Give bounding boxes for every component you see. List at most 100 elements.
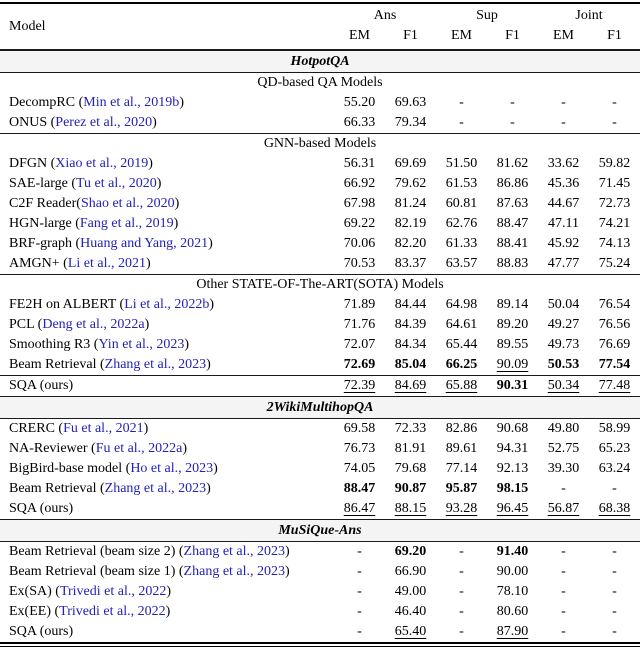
metric-value: 90.00: [496, 564, 529, 579]
column-header-ans-em: EM: [349, 28, 370, 43]
citation-link[interactable]: Huang and Yang, 2021: [80, 236, 209, 251]
metric-value: 62.76: [445, 216, 478, 231]
metric-value: 63.24: [598, 461, 631, 476]
metric-value: 82.20: [394, 236, 427, 251]
citation-link[interactable]: Fu et al., 2021: [63, 421, 144, 436]
metric-value: 39.30: [547, 461, 580, 476]
table-row: Beam Retrieval (beam size 2) (Zhang et a…: [0, 542, 640, 562]
metric-value: 88.15: [394, 501, 427, 516]
citation-link[interactable]: Trivedi et al., 2022: [59, 604, 166, 619]
citation-link[interactable]: Trivedi et al., 2022: [59, 584, 167, 599]
model-group: SQA (ours) 72.39 84.69 65.88 90.31 50.34 77.48: [0, 375, 640, 396]
model-name: PCL (Deng et al., 2022a): [0, 315, 334, 335]
metric-value: 83.37: [394, 256, 427, 271]
metric-value: 44.67: [547, 196, 580, 211]
table-row: Ex(SA) (Trivedi et al., 2022) - 49.00 - 78.1…: [0, 582, 640, 602]
metric-value: 49.00: [394, 584, 427, 599]
metric-value: 61.33: [445, 236, 478, 251]
model-name-text: Beam Retrieval (: [9, 357, 105, 372]
header-group-row: Ans Sup Joint: [0, 6, 640, 26]
citation-link[interactable]: Perez et al., 2020: [55, 115, 153, 130]
model-name-text: BRF-graph (: [9, 236, 81, 251]
model-name: Beam Retrieval (Zhang et al., 2023): [0, 355, 334, 375]
table-row: DFGN (Xiao et al., 2019) 56.31 69.69 51.50 8…: [0, 154, 640, 174]
model-name: BRF-graph (Huang and Yang, 2021): [0, 234, 334, 254]
metric-value: 65.88: [445, 378, 478, 393]
metric-value: 56.87: [547, 501, 580, 516]
metric-value: -: [459, 584, 464, 599]
metric-value: 82.86: [445, 421, 478, 436]
model-name-text: Beam Retrieval (: [9, 481, 105, 496]
metric-value: 70.53: [343, 256, 376, 271]
metric-value: 90.31: [496, 378, 529, 393]
citation-link[interactable]: Zhang et al., 2023: [104, 357, 207, 372]
model-name: FE2H on ALBERT (Li et al., 2022b): [0, 295, 334, 315]
citation-link[interactable]: Zhang et al., 2023: [183, 564, 286, 579]
metric-value: 72.33: [394, 421, 427, 436]
citation-link[interactable]: Deng et al., 2022a: [42, 317, 145, 332]
metric-value: 92.13: [496, 461, 529, 476]
model-name-text: SQA (ours): [9, 378, 74, 393]
metric-value: -: [357, 584, 362, 599]
model-name-text: CRERC (: [9, 421, 64, 436]
metric-value: 78.10: [496, 584, 529, 599]
model-name: NA-Reviewer (Fu et al., 2022a): [0, 439, 334, 459]
model-name-suffix: ): [182, 441, 188, 456]
metric-value: 52.75: [547, 441, 580, 456]
metric-value: 61.53: [445, 176, 478, 191]
table-row: PCL (Deng et al., 2022a) 71.76 84.39 64.61 8…: [0, 315, 640, 335]
citation-link[interactable]: Li et al., 2022b: [124, 297, 210, 312]
metric-value: -: [510, 95, 515, 110]
model-name-text: PCL (: [9, 317, 43, 332]
citation-link[interactable]: Zhang et al., 2023: [104, 481, 207, 496]
metric-value: 68.38: [598, 501, 631, 516]
citation-link[interactable]: Fang et al., 2019: [79, 216, 174, 231]
model-name-text: DecompRC (: [9, 95, 84, 110]
model-name: Ex(SA) (Trivedi et al., 2022): [0, 582, 334, 602]
table-row: Ex(EE) (Trivedi et al., 2022) - 46.40 - 80.6…: [0, 602, 640, 622]
table-row: ONUS (Perez et al., 2020) 66.33 79.34 - - - -: [0, 113, 640, 133]
model-name-suffix: ): [184, 337, 190, 352]
table-row: Beam Retrieval (beam size 1) (Zhang et a…: [0, 562, 640, 582]
table-row: FE2H on ALBERT (Li et al., 2022b) 71.89 84…: [0, 295, 640, 315]
citation-link[interactable]: Fu et al., 2022a: [95, 441, 183, 456]
model-name-suffix: ): [166, 584, 172, 599]
metric-value: -: [459, 604, 464, 619]
metric-value: 81.91: [394, 441, 427, 456]
citation-link[interactable]: Ho et al., 2023: [130, 461, 214, 476]
model-name-text: HGN-large (: [9, 216, 80, 231]
metric-value: 96.45: [496, 501, 529, 516]
model-name: Beam Retrieval (Zhang et al., 2023): [0, 479, 334, 499]
model-name-suffix: ): [285, 564, 290, 579]
metric-value: 66.92: [343, 176, 376, 191]
model-name-suffix: ): [179, 95, 184, 110]
model-name: HGN-large (Fang et al., 2019): [0, 214, 334, 234]
citation-link[interactable]: Min et al., 2019b: [83, 95, 180, 110]
section-band-title: HotpotQA: [0, 50, 640, 73]
metric-value: 65.44: [445, 337, 478, 352]
model-name-suffix: ): [148, 156, 153, 171]
model-name-text: BigBird-base model (: [9, 461, 131, 476]
model-name-suffix: ): [165, 604, 171, 619]
citation-link[interactable]: Li et al., 2021: [67, 256, 146, 271]
citation-link[interactable]: Yin et al., 2023: [98, 337, 185, 352]
group-subheader: QD-based QA Models: [257, 75, 383, 90]
metric-value: 69.58: [343, 421, 376, 436]
citation-link[interactable]: Tu et al., 2020: [76, 176, 157, 191]
metric-value: -: [459, 95, 464, 110]
metric-value: 76.56: [598, 317, 631, 332]
table-row: SQA (ours) 72.39 84.69 65.88 90.31 50.34 77.48: [0, 376, 640, 396]
citation-link[interactable]: Shao et al., 2020: [80, 196, 175, 211]
metric-value: 50.53: [547, 357, 580, 372]
metric-value: 90.87: [394, 481, 427, 496]
model-name: DFGN (Xiao et al., 2019): [0, 154, 334, 174]
metric-value: 90.09: [496, 357, 529, 372]
metric-value: 71.89: [343, 297, 376, 312]
model-name-suffix: ): [206, 481, 211, 496]
model-name-suffix: ): [143, 421, 149, 436]
citation-link[interactable]: Zhang et al., 2023: [183, 544, 286, 559]
model-name-text: SAE-large (: [9, 176, 76, 191]
citation-link[interactable]: Xiao et al., 2019: [55, 156, 149, 171]
metric-value: -: [561, 604, 566, 619]
